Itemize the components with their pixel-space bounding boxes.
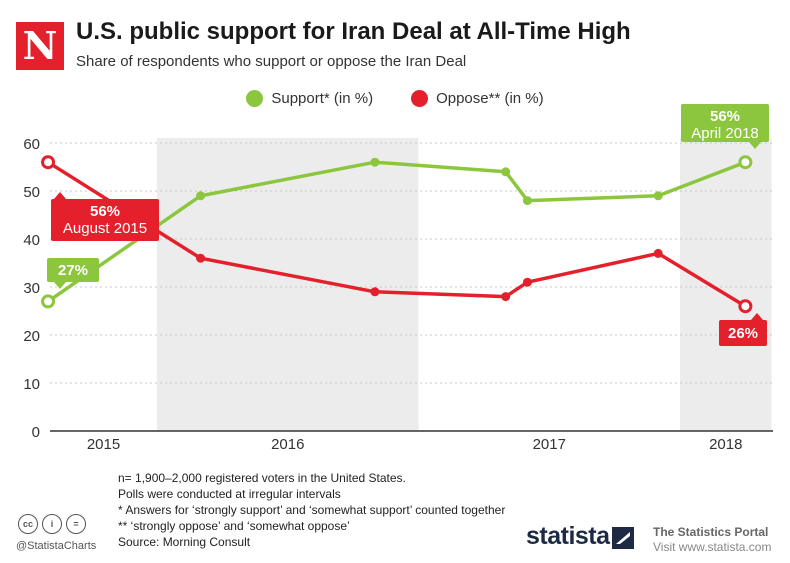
y-tick-label: 0 bbox=[32, 424, 40, 441]
data-point bbox=[653, 248, 663, 258]
data-point bbox=[501, 167, 511, 177]
data-point bbox=[522, 277, 532, 287]
note-support-def: * Answers for ‘strongly support’ and ‘so… bbox=[118, 503, 506, 517]
annotation-box bbox=[681, 104, 769, 142]
data-point bbox=[41, 155, 56, 170]
data-point bbox=[501, 292, 511, 302]
annotation-box bbox=[719, 320, 767, 346]
data-point bbox=[196, 253, 206, 263]
annotation-pointer bbox=[751, 313, 763, 320]
annotation-value: 26% bbox=[728, 325, 758, 342]
note-sample: n= 1,900–2,000 registered voters in the … bbox=[118, 471, 406, 485]
note-oppose-def: ** ‘strongly oppose’ and ‘somewhat oppos… bbox=[118, 519, 350, 533]
x-tick-label: 2018 bbox=[709, 436, 742, 453]
legend-swatch-support bbox=[246, 90, 264, 107]
annotation-pointer bbox=[54, 282, 66, 289]
annotation-pointer bbox=[749, 142, 761, 149]
chart-notes: n= 1,900–2,000 registered voters in the … bbox=[118, 470, 505, 550]
statista-handle: @StatistaCharts bbox=[16, 540, 97, 552]
no-derivatives-icon: = bbox=[66, 514, 86, 534]
statista-mark-icon bbox=[612, 527, 634, 549]
creative-commons-icon: cc bbox=[18, 514, 38, 534]
x-tick-label: 2016 bbox=[271, 436, 304, 453]
legend-swatch-oppose bbox=[411, 90, 429, 107]
legend-label-support: Support* (in %) bbox=[271, 90, 374, 107]
x-tick-label: 2015 bbox=[87, 436, 120, 453]
chart-subtitle: Share of respondents who support or oppo… bbox=[76, 53, 467, 70]
data-point bbox=[370, 157, 380, 167]
statista-logo[interactable]: statista bbox=[526, 522, 610, 550]
y-tick-label: 30 bbox=[23, 280, 40, 297]
data-point bbox=[738, 299, 753, 314]
shaded-band-2016 bbox=[157, 138, 419, 431]
y-tick-label: 10 bbox=[23, 376, 40, 393]
annotation-date: August 2015 bbox=[63, 220, 147, 237]
annotation-value: 56% bbox=[710, 108, 740, 125]
portal-url[interactable]: Visit www.statista.com bbox=[653, 540, 772, 554]
data-point bbox=[653, 191, 663, 201]
y-tick-label: 60 bbox=[23, 136, 40, 153]
attribution-icon: i bbox=[42, 514, 62, 534]
chart-title: U.S. public support for Iran Deal at All… bbox=[76, 18, 631, 45]
x-tick-label: 2017 bbox=[533, 436, 566, 453]
annotation-date: April 2018 bbox=[691, 125, 759, 142]
y-tick-label: 40 bbox=[23, 232, 40, 249]
data-point bbox=[738, 155, 753, 170]
annotation-box bbox=[51, 199, 159, 241]
newsweek-logo: N bbox=[16, 22, 64, 70]
shaded-band-2018 bbox=[680, 138, 772, 431]
note-polls: Polls were conducted at irregular interv… bbox=[118, 487, 341, 501]
annotation-pointer bbox=[54, 192, 66, 199]
y-tick-label: 20 bbox=[23, 328, 40, 345]
legend-label-oppose: Oppose** (in %) bbox=[436, 90, 544, 107]
data-point bbox=[370, 287, 380, 297]
annotation-box bbox=[47, 258, 99, 282]
statistics-portal[interactable]: The Statistics Portal Visit www.statista… bbox=[653, 525, 771, 555]
data-point bbox=[522, 196, 532, 206]
legend-item-support: Support* (in %) bbox=[246, 90, 373, 107]
data-point bbox=[196, 191, 206, 201]
license-icons: cc i = bbox=[18, 514, 86, 534]
portal-title: The Statistics Portal bbox=[653, 525, 769, 539]
data-point bbox=[41, 294, 56, 309]
annotation-value: 27% bbox=[58, 262, 88, 279]
annotation-value: 56% bbox=[90, 203, 120, 220]
legend-item-oppose: Oppose** (in %) bbox=[411, 90, 544, 107]
note-source: Source: Morning Consult bbox=[118, 535, 251, 549]
chart-legend: Support* (in %) Oppose** (in %) bbox=[0, 90, 790, 107]
y-tick-label: 50 bbox=[23, 184, 40, 201]
